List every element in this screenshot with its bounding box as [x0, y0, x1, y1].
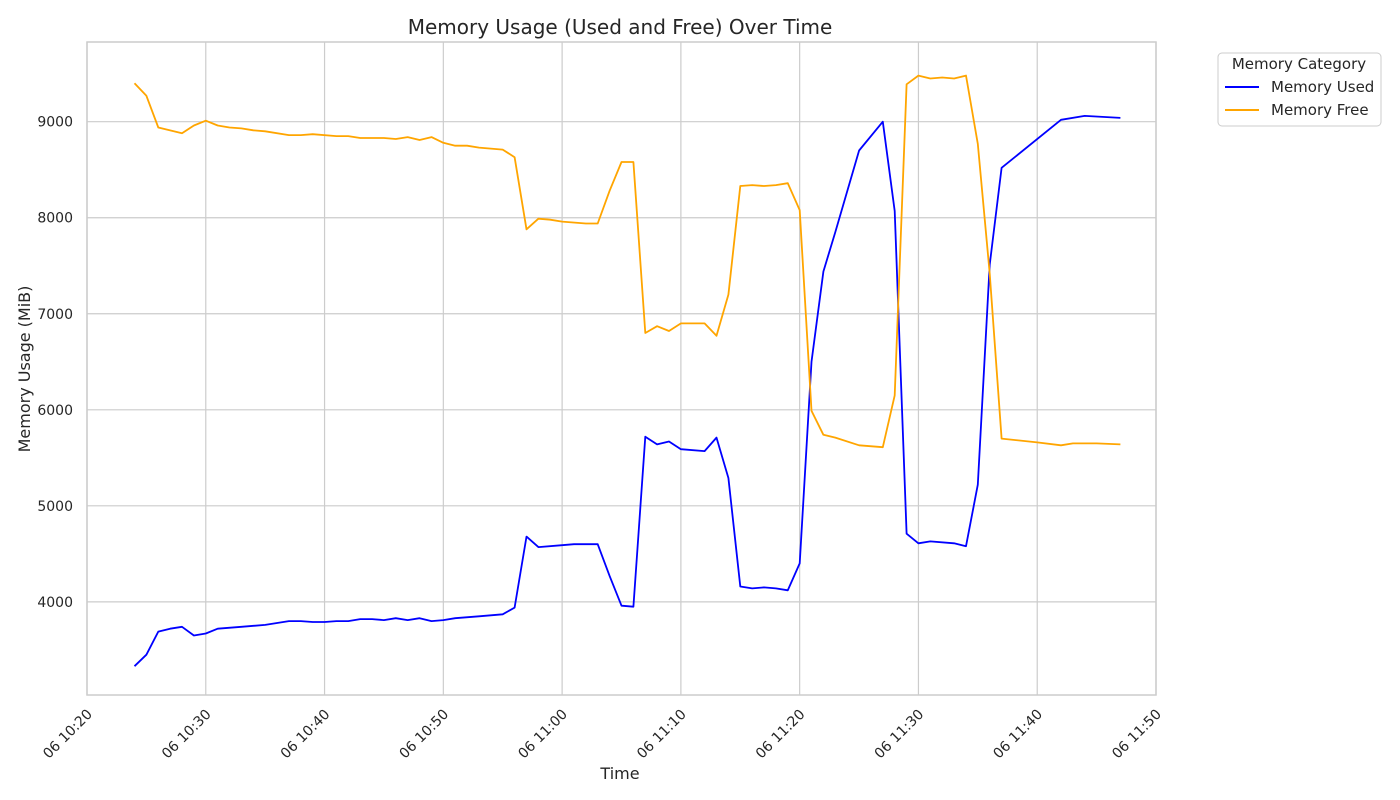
x-tick-label: 06 11:50 — [1109, 707, 1165, 763]
grid-lines — [86, 42, 1157, 695]
series-line-memory-free — [133, 74, 1121, 449]
x-tick-label: 06 10:50 — [397, 707, 453, 763]
chart-title: Memory Usage (Used and Free) Over Time — [408, 15, 833, 39]
legend-label-memory-free: Memory Free — [1271, 101, 1369, 119]
series-line-memory-used — [133, 115, 1121, 667]
x-axis-label: Time — [599, 764, 639, 783]
y-tick-label: 6000 — [37, 403, 73, 419]
legend-title: Memory Category — [1232, 55, 1366, 73]
plot-frame — [86, 41, 1157, 696]
y-axis-label: Memory Usage (MiB) — [15, 286, 34, 453]
legend-items: Memory Used Memory Free — [1225, 78, 1374, 119]
x-tick-label: 06 10:30 — [159, 707, 215, 763]
x-tick-label: 06 10:20 — [40, 707, 96, 763]
y-tick-label: 8000 — [37, 211, 73, 227]
legend: Memory Category Memory Used Memory Free — [1217, 52, 1382, 127]
x-tick-label: 06 10:40 — [278, 707, 334, 763]
series-layer — [133, 74, 1121, 667]
x-axis-ticks: 06 10:20 06 10:30 06 10:40 06 10:50 06 11:00… — [40, 707, 1165, 763]
legend-box — [1217, 52, 1382, 127]
y-axis-ticks: 4000 5000 6000 7000 8000 9000 — [37, 115, 73, 611]
x-tick-label: 06 11:20 — [753, 707, 809, 763]
y-tick-label: 5000 — [37, 499, 73, 515]
y-tick-label: 9000 — [37, 115, 73, 131]
x-tick-label: 06 11:00 — [515, 707, 571, 763]
x-tick-label: 06 11:40 — [990, 707, 1046, 763]
y-tick-label: 4000 — [37, 595, 73, 611]
legend-label-memory-used: Memory Used — [1271, 78, 1374, 96]
x-tick-label: 06 11:10 — [634, 707, 690, 763]
y-tick-label: 7000 — [37, 307, 73, 323]
x-tick-label: 06 11:30 — [872, 707, 928, 763]
